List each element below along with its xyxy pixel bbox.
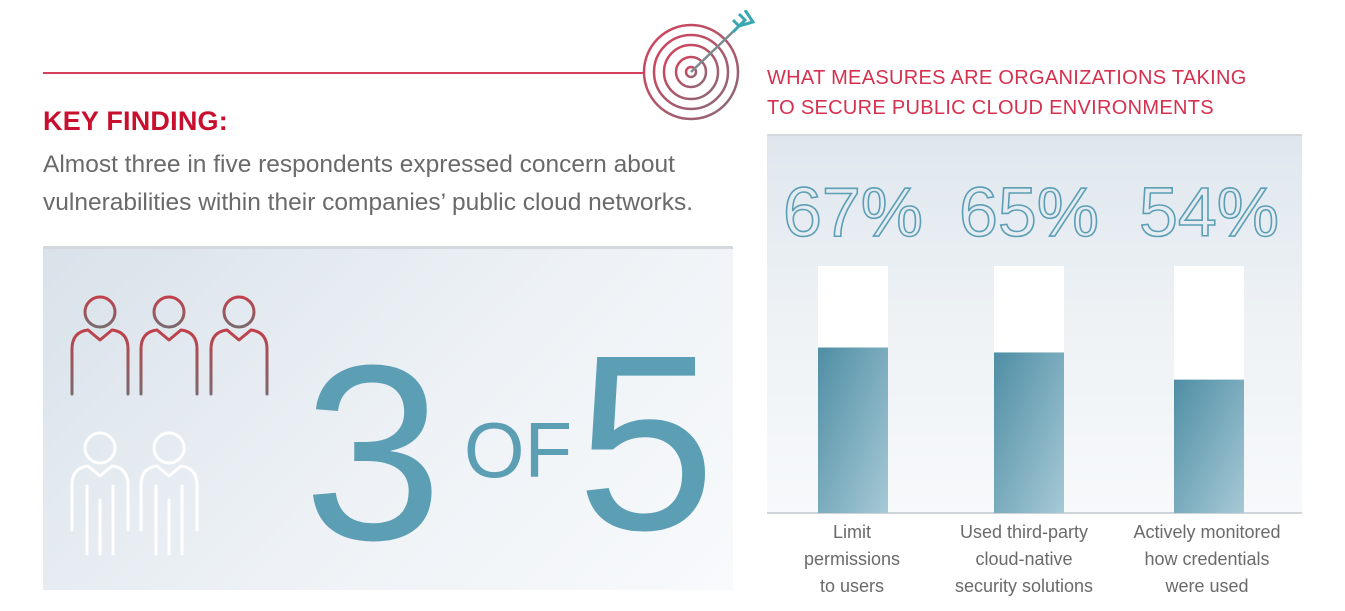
category-label: Actively monitored how credentials were … — [1133, 522, 1281, 596]
person-icon-highlighted — [209, 295, 269, 420]
bar-value-label: 67% — [783, 173, 923, 251]
chart-title-line-2: TO SECURE PUBLIC CLOUD ENVIRONMENTS — [767, 97, 1214, 119]
person-icon-highlighted — [139, 295, 199, 420]
chart-top-divider — [767, 134, 1302, 136]
chart-title: WHAT MEASURES ARE ORGANIZATIONS TAKING T… — [767, 63, 1247, 123]
target-icon — [642, 10, 756, 121]
section-divider — [43, 246, 733, 249]
bar — [1174, 379, 1244, 513]
people-ratio-graphic: 3 OF 5 — [70, 295, 716, 590]
category-label: Used third-party cloud-native security s… — [954, 522, 1094, 596]
person-icon-highlighted — [70, 295, 130, 420]
key-finding-heading: KEY FINDING: — [43, 106, 228, 136]
person-icon — [139, 431, 199, 556]
category-label: Limit permissions to users — [803, 522, 901, 596]
ratio-numerator: 3 — [303, 313, 442, 590]
ratio-of-word: OF — [464, 406, 572, 494]
bar — [994, 352, 1064, 513]
person-icon — [70, 431, 130, 556]
bar — [818, 347, 888, 513]
ratio-denominator: 5 — [576, 303, 715, 582]
bar-value-label: 54% — [1139, 173, 1279, 251]
bar-value-label: 65% — [959, 173, 1099, 251]
bar-chart: 67% 65% 54% — [767, 172, 1302, 514]
ratio-panel: 3 OF 5 — [43, 249, 733, 590]
key-finding-text: Almost three in five respondents express… — [43, 151, 694, 216]
top-divider — [43, 72, 643, 74]
chart-title-line-1: WHAT MEASURES ARE ORGANIZATIONS TAKING — [767, 67, 1247, 89]
